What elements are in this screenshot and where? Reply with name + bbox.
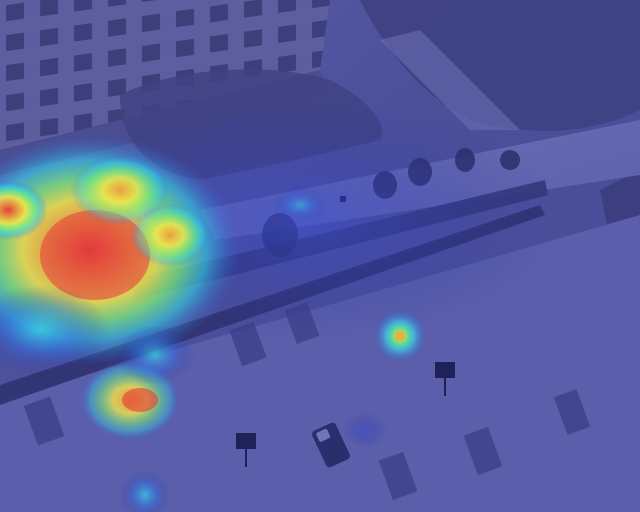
heatmap-overlay [0,100,560,512]
cars [312,422,350,468]
signs [236,196,455,467]
